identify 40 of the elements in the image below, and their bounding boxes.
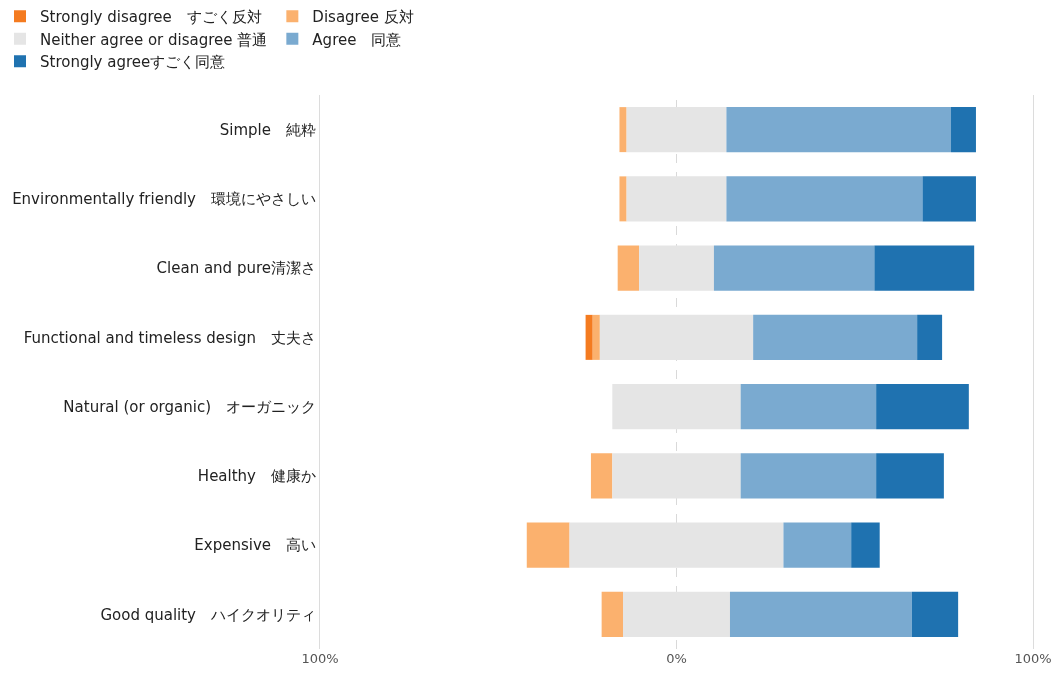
bar — [726, 107, 952, 153]
legend-label: Agree 同意 — [312, 30, 402, 49]
bar — [590, 453, 613, 499]
bar — [585, 314, 593, 360]
bar — [783, 522, 852, 568]
bar — [601, 591, 624, 637]
x-tick-label: 100% — [1014, 651, 1052, 666]
bar — [876, 384, 969, 430]
bar — [740, 384, 877, 430]
bar — [740, 453, 877, 499]
bar — [874, 245, 975, 291]
bar — [911, 591, 959, 637]
y-tick-label: Environmentally friendly 環境にやさしい — [12, 190, 316, 209]
y-tick-label: Good quality ハイクオリティ — [100, 605, 316, 624]
legend-label: Strongly agreeすごく同意 — [40, 53, 226, 72]
bar — [753, 314, 918, 360]
bar — [619, 176, 627, 222]
bar — [592, 314, 600, 360]
y-tick-label: Simple 純粋 — [219, 120, 316, 139]
bar — [951, 107, 976, 153]
bar — [619, 107, 627, 153]
x-tick-label: 0% — [666, 651, 687, 666]
bar — [713, 245, 875, 291]
y-tick-label: Natural (or organic) オーガニック — [63, 397, 316, 416]
bar — [876, 453, 944, 499]
bar — [617, 245, 640, 291]
bar — [917, 314, 943, 360]
y-tick-label: Healthy 健康か — [197, 467, 316, 486]
bar — [526, 522, 570, 568]
y-tick-label: Clean and pure清潔さ — [156, 259, 316, 278]
y-tick-label: Functional and timeless design 丈夫さ — [23, 328, 316, 347]
bar — [729, 591, 912, 637]
bar — [922, 176, 976, 222]
legend-label: Neither agree or disagree 普通 — [40, 30, 268, 49]
legend-label: Disagree 反対 — [312, 8, 414, 27]
x-tick-label: 100% — [301, 651, 339, 666]
legend-label: Strongly disagree すごく反対 — [40, 8, 262, 27]
y-tick-label: Expensive 高い — [194, 536, 316, 555]
bar — [851, 522, 880, 568]
bar — [726, 176, 923, 222]
